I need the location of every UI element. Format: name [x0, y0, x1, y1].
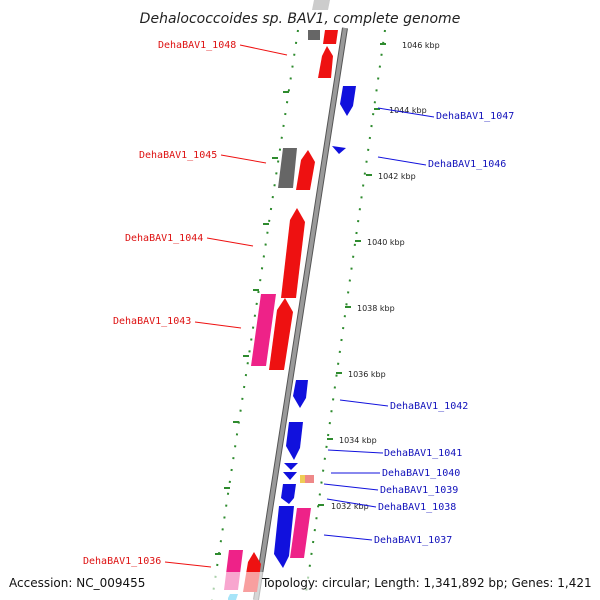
gene-1048-part[interactable]: [323, 30, 338, 44]
gene-dehabav1-1037[interactable]: [290, 508, 311, 558]
gene-yellow-small[interactable]: [300, 475, 305, 483]
label-dehabav1-1046[interactable]: DehaBAV1_1046: [428, 159, 506, 170]
leader-1038: [326, 498, 377, 508]
leader-1037: [323, 534, 373, 541]
leader-1047: [377, 107, 435, 118]
tick-label-1036: 1036 kbp: [348, 370, 386, 379]
tick-label-1038: 1038 kbp: [357, 304, 395, 313]
map-title: Dehalococcoides sp. BAV1, complete genom…: [140, 11, 461, 27]
label-dehabav1-1040[interactable]: DehaBAV1_1040: [382, 468, 460, 479]
label-dehabav1-1038[interactable]: DehaBAV1_1038: [378, 502, 456, 513]
leader-1039: [323, 483, 379, 491]
label-dehabav1-1036[interactable]: DehaBAV1_1036: [83, 556, 161, 567]
gene-dehabav1-1038[interactable]: [274, 506, 294, 568]
label-dehabav1-1042[interactable]: DehaBAV1_1042: [390, 401, 468, 412]
tick-label-1044: 1044 kbp: [389, 106, 427, 115]
gene-dehabav1-1042[interactable]: [293, 380, 308, 408]
gene-dehabav1-1041[interactable]: [286, 422, 303, 460]
leader-1042: [339, 399, 389, 407]
leader-1045: [220, 154, 267, 164]
label-dehabav1-1037[interactable]: DehaBAV1_1037: [374, 535, 452, 546]
label-dehabav1-1048[interactable]: DehaBAV1_1048: [158, 40, 236, 51]
topology-text: Topology: circular; Length: 1,341,892 bp…: [261, 576, 592, 590]
scale-ticks: [215, 43, 386, 555]
label-dehabav1-1043[interactable]: DehaBAV1_1043: [113, 316, 191, 327]
footer-backdrop: [0, 572, 600, 600]
leader-1044: [206, 237, 254, 247]
gene-dehabav1-1047[interactable]: [340, 86, 356, 116]
tick-label-1032: 1032 kbp: [331, 502, 369, 511]
gene-grey-top[interactable]: [308, 30, 320, 40]
gene-dehabav1-1043[interactable]: [251, 294, 276, 366]
tick-label-1046: 1046 kbp: [402, 41, 440, 50]
gene-dehabav1-1046[interactable]: [332, 146, 346, 154]
label-dehabav1-1047[interactable]: DehaBAV1_1047: [436, 111, 514, 122]
right-leader-lines: [323, 107, 435, 541]
right-gene-labels: DehaBAV1_1047 DehaBAV1_1046 DehaBAV1_104…: [374, 111, 514, 546]
leader-1048: [239, 44, 288, 56]
guide-dotted-left: [211, 29, 299, 600]
gene-dehabav1-1039[interactable]: [281, 484, 296, 504]
gene-red-1043-adjacent[interactable]: [269, 298, 293, 370]
genes-reverse-strand: [224, 30, 338, 600]
leader-1043: [194, 321, 242, 329]
leader-1036: [164, 561, 212, 568]
gene-light-grey-top[interactable]: [312, 0, 330, 10]
gene-dehabav1-1045-grey[interactable]: [278, 148, 297, 188]
gene-dehabav1-1048[interactable]: [318, 46, 333, 78]
left-leader-lines: [164, 44, 288, 568]
label-dehabav1-1039[interactable]: DehaBAV1_1039: [380, 485, 458, 496]
tick-label-1040: 1040 kbp: [367, 238, 405, 247]
left-gene-labels: DehaBAV1_1048 DehaBAV1_1045 DehaBAV1_104…: [83, 40, 236, 567]
label-dehabav1-1045[interactable]: DehaBAV1_1045: [139, 150, 217, 161]
label-dehabav1-1041[interactable]: DehaBAV1_1041: [384, 448, 462, 459]
label-dehabav1-1044[interactable]: DehaBAV1_1044: [125, 233, 203, 244]
genes-forward-strand: [274, 0, 356, 568]
guide-dotted-right: [304, 29, 386, 600]
tick-label-1034: 1034 kbp: [339, 436, 377, 445]
gene-dehabav1-1044[interactable]: [281, 208, 305, 298]
gene-pink-small[interactable]: [305, 475, 314, 483]
accession-text: Accession: NC_009455: [9, 576, 145, 590]
scale-labels: 1046 kbp 1044 kbp 1042 kbp 1040 kbp 1038…: [331, 41, 440, 511]
gene-dehabav1-1045[interactable]: [296, 150, 315, 190]
leader-1046: [377, 156, 427, 166]
tick-label-1042: 1042 kbp: [378, 172, 416, 181]
leader-1041: [327, 449, 384, 454]
genome-backbone: [254, 27, 347, 600]
gene-dehabav1-1040-b[interactable]: [283, 472, 297, 480]
gene-dehabav1-1040-a[interactable]: [284, 463, 298, 470]
